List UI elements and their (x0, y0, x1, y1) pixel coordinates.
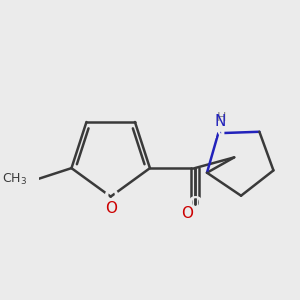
Text: N: N (214, 114, 226, 129)
Text: O: O (187, 195, 202, 213)
Text: N: N (211, 124, 226, 142)
Text: CH$_3$: CH$_3$ (2, 172, 27, 187)
Text: H: H (217, 111, 226, 124)
Text: O: O (182, 206, 194, 221)
Text: O: O (103, 188, 118, 206)
Text: O: O (105, 201, 117, 216)
